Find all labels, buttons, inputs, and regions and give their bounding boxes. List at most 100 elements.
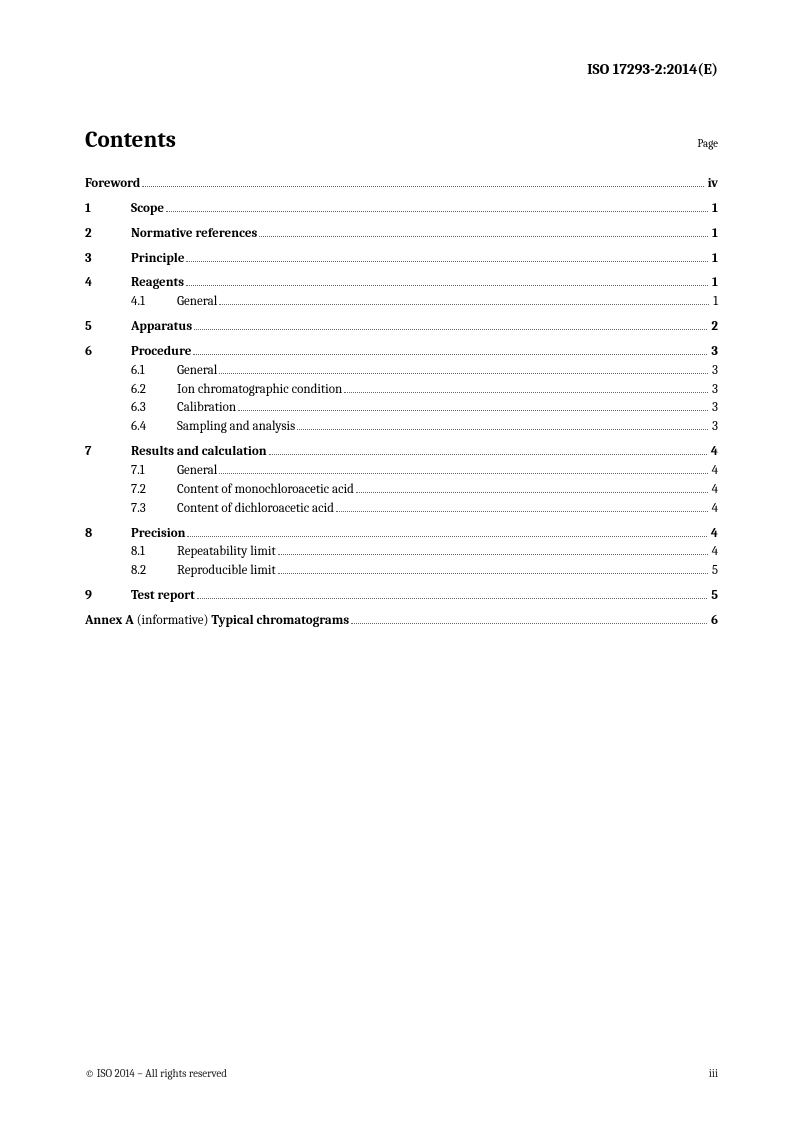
- toc-entry-page: iv: [708, 175, 718, 194]
- toc-entry-page: 1: [712, 250, 718, 269]
- toc-subsection: 6.3Calibration 3: [85, 399, 718, 418]
- toc-entry-title: Ion chromatographic condition: [177, 381, 342, 400]
- toc-entry-title: General: [177, 293, 217, 312]
- toc-entry-title: Principle: [131, 250, 184, 269]
- toc-entry-page: 4: [712, 481, 718, 500]
- toc-section: 5Apparatus2: [85, 318, 718, 337]
- toc-entry-page: 4: [712, 543, 718, 562]
- toc-entry-page: 1: [712, 200, 718, 219]
- toc-entry-page: 4: [711, 525, 718, 544]
- toc-entry-page: 3: [712, 362, 718, 381]
- toc-entry-page: 3: [712, 418, 718, 437]
- toc-entry-title: Foreword: [85, 175, 140, 194]
- toc-entry-title: Precision: [131, 525, 185, 544]
- leader-dots: [259, 236, 708, 237]
- toc-subsection: 4.1General 1: [85, 293, 718, 312]
- leader-dots: [197, 598, 707, 599]
- page-number: iii: [709, 1067, 718, 1080]
- toc-section: 6Procedure36.1General36.2Ion chromatogra…: [85, 343, 718, 437]
- toc-subsection: 8.2Reproducible limit 5: [85, 562, 718, 581]
- toc-section: 1Scope1: [85, 200, 718, 219]
- toc-entry-page: 3: [711, 343, 718, 362]
- toc-entry-title: Results and calculation: [131, 443, 267, 462]
- contents-title: Contents: [85, 126, 176, 153]
- toc-section: 3Principle1: [85, 250, 718, 269]
- leader-dots: [278, 554, 708, 555]
- document-id-header: ISO 17293-2:2014(E): [85, 60, 718, 78]
- toc-section-number: 9: [85, 587, 131, 606]
- toc-subsection: 6.2Ion chromatographic condition 3: [85, 381, 718, 400]
- toc-annex: Annex A (informative) Typical chromatogr…: [85, 612, 718, 631]
- toc-entry-title: Calibration: [177, 399, 236, 418]
- leader-dots: [219, 373, 708, 374]
- leader-dots: [194, 329, 707, 330]
- page-column-label: Page: [697, 137, 718, 150]
- toc-subsection-number: 6.2: [131, 381, 177, 400]
- toc-entry-title: Content of monochloroacetic acid: [177, 481, 354, 500]
- toc-entry-title: Content of dichloroacetic acid: [177, 500, 334, 519]
- toc-subsection: 7.1General 4: [85, 462, 718, 481]
- leader-dots: [219, 473, 707, 474]
- toc-subsection-number: 8.2: [131, 562, 177, 581]
- toc-entry-page: 1: [712, 225, 718, 244]
- leader-dots: [193, 354, 707, 355]
- leader-dots: [356, 492, 708, 493]
- toc-entry-title: General: [177, 362, 217, 381]
- copyright-text: © ISO 2014 – All rights reserved: [85, 1067, 227, 1080]
- toc-entry-title: Reagents: [131, 274, 184, 293]
- leader-dots: [351, 623, 707, 624]
- leader-dots: [297, 429, 708, 430]
- toc-entry-page: 3: [712, 399, 718, 418]
- toc-entry-page: 5: [711, 587, 718, 606]
- toc-subsection-number: 4.1: [131, 293, 177, 312]
- toc-entry-page: 4: [712, 500, 718, 519]
- leader-dots: [344, 392, 708, 393]
- leader-dots: [186, 285, 708, 286]
- toc-entry-title: General: [177, 462, 217, 481]
- leader-dots: [278, 573, 708, 574]
- toc-section-number: 1: [85, 200, 131, 219]
- toc-entry-page: 3: [712, 381, 718, 400]
- toc-entry-page: 1: [713, 293, 718, 312]
- toc-entry-page: 4: [712, 462, 718, 481]
- toc-entry-title: Test report: [131, 587, 195, 606]
- toc-subsection-number: 8.1: [131, 543, 177, 562]
- toc-section: 2Normative references1: [85, 225, 718, 244]
- toc-subsection: 6.4Sampling and analysis 3: [85, 418, 718, 437]
- toc-entry-page: 4: [711, 443, 718, 462]
- leader-dots: [219, 304, 709, 305]
- toc-subsection: 7.3Content of dichloroacetic acid4: [85, 500, 718, 519]
- toc-entry-title: Sampling and analysis: [177, 418, 295, 437]
- toc-section: 8Precision48.1Repeatability limit48.2Rep…: [85, 525, 718, 582]
- toc-section-number: 5: [85, 318, 131, 337]
- toc-annex-label: Annex A (informative) Typical chromatogr…: [85, 612, 349, 631]
- toc-entry-title: Reproducible limit: [177, 562, 276, 581]
- table-of-contents: Foreword iv 1Scope12Normative references…: [85, 175, 718, 631]
- toc-entry-page: 1: [712, 274, 718, 293]
- leader-dots: [186, 261, 708, 262]
- toc-entry-title: Procedure: [131, 343, 191, 362]
- toc-subsection-number: 6.3: [131, 399, 177, 418]
- toc-subsection-number: 6.1: [131, 362, 177, 381]
- toc-entry-title: Normative references: [131, 225, 257, 244]
- leader-dots: [142, 186, 703, 187]
- toc-foreword: Foreword iv: [85, 175, 718, 194]
- page-footer: © ISO 2014 – All rights reserved iii: [85, 1067, 718, 1080]
- toc-subsection-number: 6.4: [131, 418, 177, 437]
- toc-section-number: 4: [85, 274, 131, 293]
- leader-dots: [166, 211, 708, 212]
- toc-section-number: 6: [85, 343, 131, 362]
- toc-subsection: 7.2Content of monochloroacetic acid 4: [85, 481, 718, 500]
- toc-section: 9Test report 5: [85, 587, 718, 606]
- toc-subsection: 6.1General 3: [85, 362, 718, 381]
- toc-entry-page: 5: [712, 562, 718, 581]
- toc-subsection-number: 7.2: [131, 481, 177, 500]
- toc-entry-title: Repeatability limit: [177, 543, 276, 562]
- toc-section: 4Reagents 1 4.1General 1: [85, 274, 718, 312]
- leader-dots: [187, 536, 706, 537]
- toc-section-number: 7: [85, 443, 131, 462]
- toc-entry-title: Apparatus: [131, 318, 192, 337]
- toc-section: 7Results and calculation47.1General47.2C…: [85, 443, 718, 518]
- toc-subsection-number: 7.1: [131, 462, 177, 481]
- leader-dots: [269, 454, 707, 455]
